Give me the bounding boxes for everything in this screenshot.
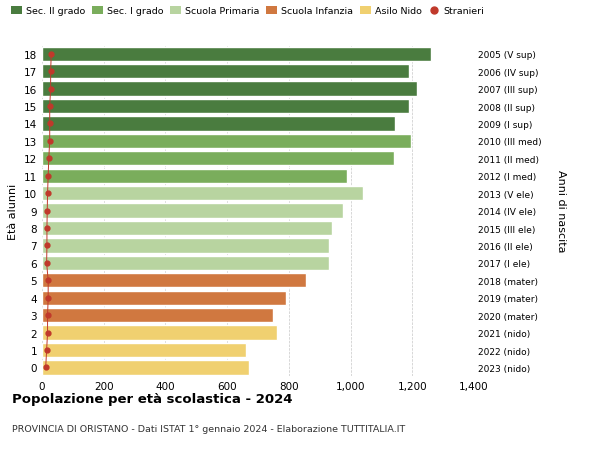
Bar: [42, 47, 431, 62]
Bar: [42, 343, 245, 358]
Bar: [42, 326, 277, 340]
Legend: Sec. II grado, Sec. I grado, Scuola Primaria, Scuola Infanzia, Asilo Nido, Stran: Sec. II grado, Sec. I grado, Scuola Prim…: [11, 7, 484, 16]
Bar: [42, 169, 347, 184]
Text: Popolazione per età scolastica - 2024: Popolazione per età scolastica - 2024: [12, 392, 293, 405]
Bar: [42, 221, 332, 235]
Bar: [42, 100, 409, 114]
Text: PROVINCIA DI ORISTANO - Dati ISTAT 1° gennaio 2024 - Elaborazione TUTTITALIA.IT: PROVINCIA DI ORISTANO - Dati ISTAT 1° ge…: [12, 425, 405, 434]
Bar: [42, 117, 395, 131]
Bar: [42, 204, 343, 218]
Bar: [42, 291, 286, 305]
Bar: [42, 239, 329, 253]
Bar: [42, 152, 394, 166]
Bar: [42, 187, 363, 201]
Y-axis label: Età alunni: Età alunni: [8, 183, 19, 239]
Bar: [42, 361, 249, 375]
Bar: [42, 65, 409, 79]
Bar: [42, 308, 274, 323]
Y-axis label: Anni di nascita: Anni di nascita: [556, 170, 566, 252]
Bar: [42, 256, 329, 270]
Bar: [42, 134, 411, 149]
Bar: [42, 274, 306, 288]
Bar: [42, 82, 417, 96]
